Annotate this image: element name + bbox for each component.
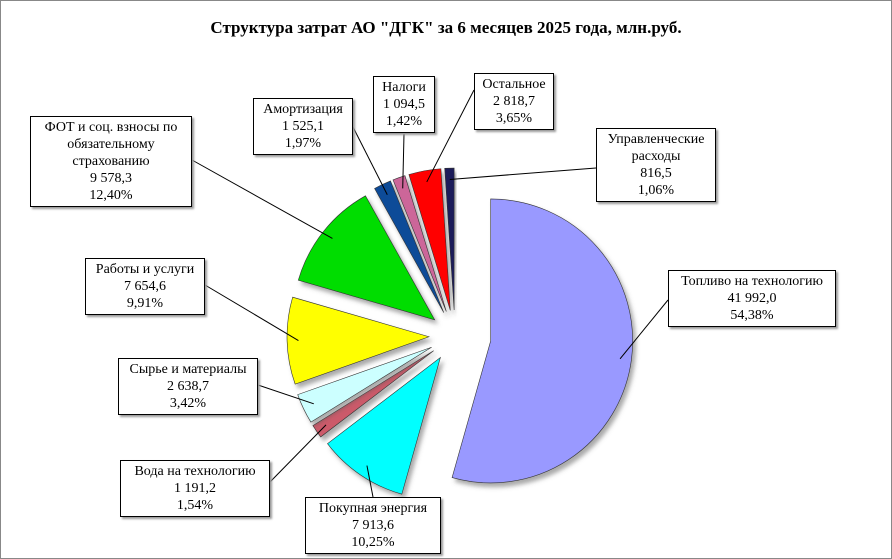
value-label: 12,40% <box>89 188 133 203</box>
value-label: 10,25% <box>351 535 395 550</box>
legend-label: Амортизация <box>263 102 343 117</box>
value-label: 1,54% <box>176 498 214 513</box>
data-label: Вода на технологию 1 191,2 1,54% <box>120 460 270 517</box>
legend-label: Управленческие расходы <box>607 132 705 164</box>
value-label: 3,65% <box>495 111 533 126</box>
pie-slice <box>312 350 434 438</box>
value-label: 1,06% <box>637 183 675 198</box>
value-label: 54,38% <box>730 308 774 323</box>
leader-line <box>204 284 299 341</box>
value-label: 1 525,1 <box>282 119 324 134</box>
leader-line <box>402 133 405 189</box>
data-label: Работы и услуги 7 654,6 9,91% <box>85 258 205 315</box>
legend-label: Работы и услуги <box>95 262 195 277</box>
data-label: Покупная энергия 7 913,6 10,25% <box>305 497 441 554</box>
value-label: 3,42% <box>169 396 207 411</box>
value-label: 7 913,6 <box>352 518 394 533</box>
pie-slice <box>451 198 633 484</box>
leader-line <box>257 384 314 405</box>
leader-line <box>449 167 597 180</box>
legend-label: Налоги <box>382 80 426 95</box>
leader-line <box>619 299 669 360</box>
data-label: Налоги 1 094,5 1,42% <box>373 76 435 133</box>
value-label: 2 818,7 <box>493 94 535 109</box>
value-label: 9 578,3 <box>90 171 132 186</box>
pie-slice <box>297 195 436 321</box>
legend-label: Остальное <box>482 77 546 92</box>
value-label: 1 191,2 <box>174 481 216 496</box>
legend-label: Вода на технологию <box>134 464 256 479</box>
pie-slice <box>408 168 451 311</box>
value-label: 2 638,7 <box>167 379 209 394</box>
data-label: Управленческие расходы 816,5 1,06% <box>596 128 716 202</box>
chart-title: Структура затрат АО "ДГК" за 6 месяцев 2… <box>210 18 682 37</box>
pie-slice <box>444 167 455 311</box>
leader-line <box>269 424 327 483</box>
value-label: 1,42% <box>385 114 423 129</box>
value-label: 1,97% <box>284 136 322 151</box>
pie-slice <box>297 346 432 423</box>
leader-line <box>426 89 475 183</box>
value-label: 1 094,5 <box>383 97 425 112</box>
value-label: 9,91% <box>126 296 164 311</box>
legend-label: Топливо на технологию <box>681 274 823 289</box>
pie-slice <box>286 296 430 385</box>
data-label: Топливо на технологию 41 992,0 54,38% <box>668 270 836 327</box>
leader-line <box>366 465 374 498</box>
value-label: 7 654,6 <box>124 279 166 294</box>
data-label: Сырье и материалы 2 638,7 3,42% <box>118 358 258 415</box>
data-label: ФОТ и соц. взносы по обязательному страх… <box>30 116 192 207</box>
value-label: 41 992,0 <box>727 291 777 306</box>
leader-line <box>352 126 388 195</box>
data-label: Амортизация 1 525,1 1,97% <box>253 98 353 155</box>
leader-line <box>191 159 333 239</box>
data-label: Остальное 2 818,7 3,65% <box>474 73 554 130</box>
value-label: 816,5 <box>640 166 672 181</box>
pie-slice <box>327 356 441 495</box>
legend-label: Покупная энергия <box>318 501 428 516</box>
legend-label: Сырье и материалы <box>129 362 247 377</box>
pie-slice <box>392 175 447 312</box>
legend-label: ФОТ и соц. взносы по обязательному страх… <box>44 120 178 169</box>
